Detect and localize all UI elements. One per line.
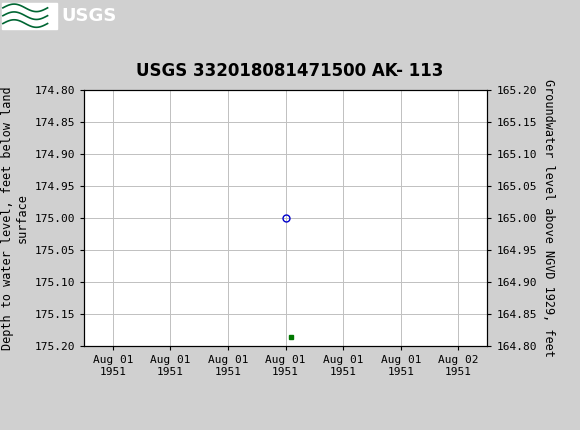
Text: USGS: USGS: [61, 7, 116, 25]
Bar: [2, 3, 57, 29]
Y-axis label: Depth to water level, feet below land
surface: Depth to water level, feet below land su…: [1, 86, 29, 350]
Text: USGS 332018081471500 AK- 113: USGS 332018081471500 AK- 113: [136, 62, 444, 80]
Y-axis label: Groundwater level above NGVD 1929, feet: Groundwater level above NGVD 1929, feet: [542, 79, 555, 357]
